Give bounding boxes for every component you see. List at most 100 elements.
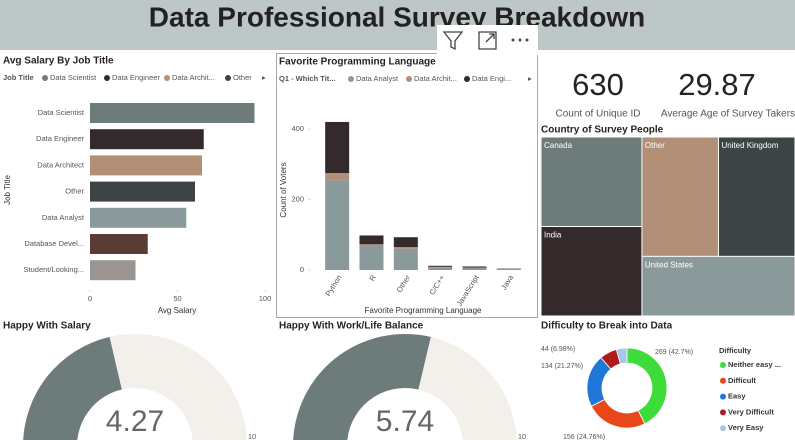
y-tick-label: Data Architect bbox=[37, 160, 85, 169]
legend-swatch bbox=[225, 75, 231, 81]
bar-segment bbox=[462, 267, 487, 270]
legend-more: ▸ bbox=[262, 73, 266, 82]
bar bbox=[90, 129, 204, 150]
y-tick-label: Student/Looking... bbox=[24, 265, 84, 274]
gauge-max: 10 bbox=[248, 432, 256, 440]
legend-title: Q1 - Which Tit... bbox=[279, 74, 336, 83]
legend-swatch bbox=[406, 76, 412, 82]
kpi-label: Average Age of Survey Takers bbox=[661, 109, 795, 120]
gauge-fill bbox=[293, 334, 431, 440]
kpi-label: Count of Unique ID bbox=[555, 109, 640, 120]
data-label: 156 (24.76%) bbox=[563, 434, 605, 440]
legend-label: Difficult bbox=[728, 376, 756, 385]
legend-label: Data Archit... bbox=[172, 73, 215, 82]
bar bbox=[90, 207, 187, 228]
bar bbox=[90, 103, 255, 123]
treemap-tile bbox=[642, 256, 795, 316]
x-tick-label: 50 bbox=[173, 294, 181, 303]
bar-segment bbox=[393, 237, 418, 248]
bar-segment bbox=[359, 235, 384, 245]
y-tick-label: Data Scientist bbox=[38, 108, 85, 117]
legend-swatch bbox=[464, 76, 470, 82]
bar-segment bbox=[428, 265, 453, 267]
bar-segment bbox=[393, 247, 418, 249]
tile-label: United Kingdom bbox=[721, 141, 778, 150]
treemap-tile bbox=[541, 227, 642, 316]
bar-segment bbox=[359, 244, 384, 247]
gauge-fill bbox=[23, 336, 122, 440]
dashboard-title: Data Professional Survey Breakdown bbox=[149, 1, 645, 32]
y-tick-label: Database Devel... bbox=[24, 239, 84, 248]
legend-swatch bbox=[720, 425, 726, 432]
bar-segment bbox=[325, 121, 350, 174]
legend-swatch bbox=[720, 409, 726, 416]
focus-icon[interactable] bbox=[478, 31, 497, 50]
treemap-tile bbox=[642, 137, 718, 256]
y-tick-label: Other bbox=[65, 187, 84, 196]
treemap-tile bbox=[541, 137, 642, 226]
chart-title: Avg Salary By Job Title bbox=[3, 56, 114, 67]
header-band bbox=[0, 0, 795, 50]
data-label: 44 (6.98%) bbox=[541, 346, 575, 353]
data-label: 134 (21.27%) bbox=[541, 363, 583, 370]
x-axis-title: Favorite Programming Language bbox=[365, 306, 483, 315]
y-tick-label: 200 bbox=[291, 194, 304, 203]
y-tick-label: Data Analyst bbox=[42, 213, 85, 222]
bar-segment bbox=[359, 246, 384, 270]
gauge-value: 5.74 bbox=[376, 405, 434, 438]
legend-title: Job Title bbox=[3, 73, 34, 82]
bar bbox=[90, 181, 195, 202]
x-tick-label: R bbox=[367, 273, 378, 283]
y-tick-label: 0 bbox=[300, 265, 304, 274]
legend-swatch bbox=[720, 393, 726, 400]
tile-label: Other bbox=[645, 141, 665, 150]
legend-label: Neither easy ... bbox=[728, 360, 781, 369]
x-tick-label: 0 bbox=[88, 294, 92, 303]
y-axis-title: Count of Voters bbox=[279, 162, 288, 217]
bar bbox=[90, 234, 148, 254]
y-tick-label: 400 bbox=[291, 124, 304, 133]
chart-title: Favorite Programming Language bbox=[279, 57, 436, 68]
bar-segment bbox=[325, 180, 350, 270]
legend-label: Data Analyst bbox=[356, 74, 399, 83]
legend-label: Very Easy bbox=[728, 423, 764, 432]
y-tick-label: Data Engineer bbox=[36, 134, 84, 143]
legend-more: ▸ bbox=[528, 74, 532, 83]
bar-segment bbox=[462, 266, 487, 268]
legend-label: Other bbox=[233, 73, 252, 82]
kpi-value: 29.87 bbox=[678, 67, 756, 102]
legend-swatch bbox=[348, 76, 354, 82]
legend-label: Data Engi... bbox=[472, 74, 511, 83]
filter-icon[interactable] bbox=[442, 31, 464, 51]
chart-title: Happy With Salary bbox=[3, 321, 91, 332]
donut-slice bbox=[615, 347, 628, 365]
legend-swatch bbox=[104, 75, 110, 81]
gauge-value: 4.27 bbox=[106, 405, 164, 438]
bar-segment bbox=[496, 268, 521, 270]
y-axis-title: Job Title bbox=[3, 175, 12, 205]
legend-swatch bbox=[720, 362, 726, 368]
bar bbox=[90, 155, 202, 176]
more-options-icon[interactable] bbox=[511, 38, 529, 42]
legend-label: Very Difficult bbox=[728, 407, 774, 416]
gauge-max: 10 bbox=[518, 432, 526, 440]
chart-title: Difficulty to Break into Data bbox=[541, 321, 673, 332]
tile-label: Canada bbox=[544, 141, 573, 150]
selected-panel-border bbox=[276, 53, 538, 318]
legend-label: Data Engineer bbox=[112, 73, 160, 82]
x-axis-title: Avg Salary bbox=[158, 306, 197, 315]
gauge-track bbox=[418, 337, 517, 440]
legend-label: Easy bbox=[728, 392, 746, 401]
gauge-track bbox=[109, 334, 247, 440]
legend-label: Data Scientist bbox=[50, 73, 97, 82]
tile-label: India bbox=[544, 231, 562, 240]
legend-label: Data Archit... bbox=[414, 74, 457, 83]
chart-title: Happy With Work/Life Balance bbox=[279, 321, 424, 332]
kpi-value: 630 bbox=[572, 67, 624, 102]
treemap-tile bbox=[718, 137, 795, 256]
bar-segment bbox=[393, 248, 418, 270]
legend-title: Difficulty bbox=[719, 346, 752, 355]
legend-swatch bbox=[720, 377, 726, 384]
legend-swatch bbox=[164, 75, 170, 81]
